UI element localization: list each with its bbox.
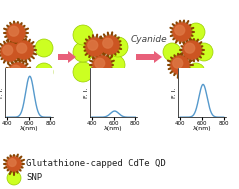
Circle shape — [15, 41, 33, 59]
Circle shape — [92, 55, 112, 75]
X-axis label: λ(nm): λ(nm) — [104, 126, 123, 131]
X-axis label: λ(nm): λ(nm) — [193, 126, 211, 131]
Circle shape — [182, 40, 202, 60]
Circle shape — [73, 62, 93, 82]
Circle shape — [35, 39, 53, 57]
Circle shape — [187, 23, 205, 41]
Circle shape — [9, 26, 19, 36]
Circle shape — [7, 24, 25, 42]
Circle shape — [170, 55, 190, 75]
Circle shape — [85, 37, 105, 57]
Circle shape — [171, 56, 189, 74]
Circle shape — [1, 43, 19, 61]
Circle shape — [163, 43, 181, 61]
Circle shape — [14, 40, 34, 60]
Circle shape — [93, 56, 111, 74]
Circle shape — [105, 55, 125, 75]
Circle shape — [100, 35, 120, 55]
Circle shape — [195, 43, 213, 61]
Circle shape — [101, 36, 119, 54]
Circle shape — [108, 37, 128, 57]
Circle shape — [88, 40, 98, 50]
Circle shape — [73, 25, 93, 45]
Circle shape — [9, 63, 27, 81]
FancyArrow shape — [58, 51, 76, 63]
Circle shape — [8, 62, 28, 82]
Circle shape — [7, 157, 21, 171]
Y-axis label: F. I.: F. I. — [172, 87, 177, 98]
Y-axis label: F. I.: F. I. — [84, 87, 89, 98]
Text: SNP: SNP — [26, 174, 42, 183]
Circle shape — [6, 23, 26, 43]
Circle shape — [5, 156, 22, 173]
Circle shape — [103, 38, 113, 48]
Circle shape — [173, 23, 191, 41]
Text: Glutathione-capped CdTe QD: Glutathione-capped CdTe QD — [26, 160, 166, 169]
Circle shape — [73, 42, 93, 62]
Circle shape — [173, 58, 183, 68]
Circle shape — [185, 43, 195, 53]
Circle shape — [35, 63, 53, 81]
Circle shape — [95, 58, 105, 68]
X-axis label: λ(nm): λ(nm) — [19, 126, 38, 131]
Circle shape — [183, 41, 201, 59]
Circle shape — [11, 65, 21, 75]
Circle shape — [86, 38, 104, 56]
Y-axis label: F. I.: F. I. — [0, 87, 4, 98]
Circle shape — [3, 45, 13, 55]
Circle shape — [172, 22, 192, 42]
Circle shape — [175, 25, 185, 35]
Circle shape — [17, 43, 27, 53]
Circle shape — [8, 159, 16, 167]
Circle shape — [0, 42, 20, 62]
FancyArrow shape — [136, 51, 162, 63]
Circle shape — [187, 63, 205, 81]
Text: Cyanide: Cyanide — [131, 35, 167, 44]
Circle shape — [7, 171, 21, 185]
